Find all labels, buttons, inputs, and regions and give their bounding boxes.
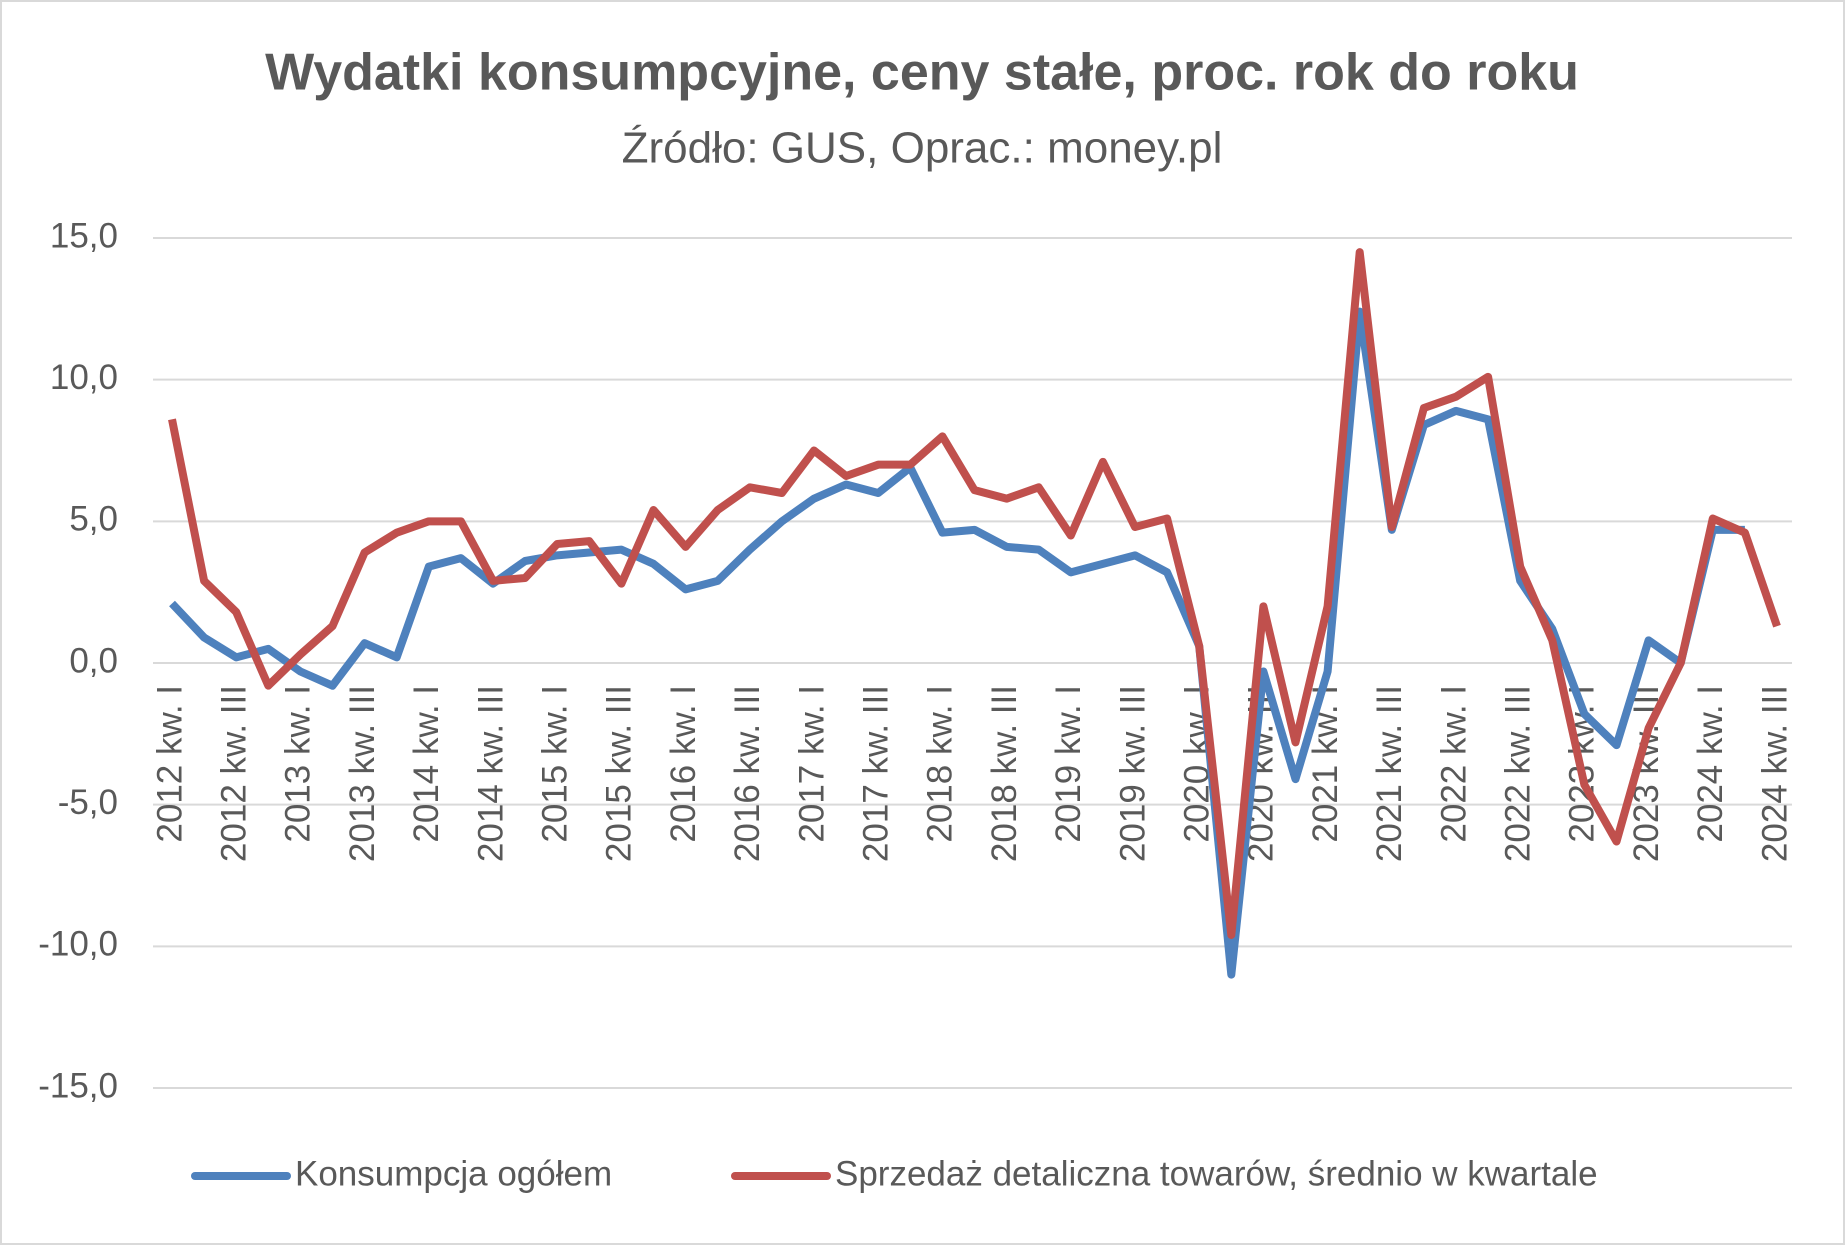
x-tick-label: 2014 kw. I: [407, 685, 446, 843]
x-tick-label: 2024 kw. I: [1691, 685, 1730, 843]
y-tick-label: -10,0: [38, 925, 118, 964]
x-tick-label: 2022 kw. III: [1498, 685, 1537, 862]
y-tick-label: 15,0: [50, 216, 118, 255]
x-tick-label: 2012 kw. III: [214, 685, 253, 862]
x-tick-label: 2019 kw. III: [1113, 685, 1152, 862]
legend-label: Konsumpcja ogółem: [295, 1154, 612, 1193]
x-tick-label: 2018 kw. III: [985, 685, 1024, 862]
y-tick-label: -15,0: [38, 1066, 118, 1105]
x-tick-label: 2024 kw. III: [1755, 685, 1794, 862]
x-tick-label: 2013 kw. I: [279, 685, 318, 843]
x-tick-label: 2022 kw. I: [1434, 685, 1473, 843]
x-tick-label: 2013 kw. III: [343, 685, 382, 862]
x-tick-label: 2017 kw. I: [792, 685, 831, 843]
x-tick-label: 2015 kw. I: [535, 685, 574, 843]
series-line: [169, 307, 1745, 979]
x-tick-label: 2012 kw. I: [150, 685, 189, 843]
x-tick-label: 2014 kw. III: [471, 685, 510, 862]
x-tick-label: 2016 kw. I: [664, 685, 703, 843]
chart-subtitle: Źródło: GUS, Oprac.: money.pl: [622, 124, 1223, 173]
legend-label: Sprzedaż detaliczna towarów, średnio w k…: [835, 1154, 1598, 1193]
y-tick-label: 0,0: [69, 641, 118, 680]
x-tick-label: 2021 kw. III: [1370, 685, 1409, 862]
y-tick-label: 5,0: [69, 500, 118, 539]
x-tick-label: 2017 kw. III: [856, 685, 895, 862]
series-line: [168, 248, 1781, 939]
y-tick-label: 10,0: [50, 358, 118, 397]
x-tick-label: 2021 kw. I: [1306, 685, 1345, 843]
x-tick-label: 2018 kw. I: [921, 685, 960, 843]
chart-title: Wydatki konsumpcyjne, ceny stałe, proc. …: [265, 44, 1579, 102]
x-tick-label: 2019 kw. I: [1049, 685, 1088, 843]
x-tick-label: 2015 kw. III: [600, 685, 639, 862]
y-tick-label: -5,0: [58, 783, 118, 822]
x-tick-label: 2016 kw. III: [728, 685, 767, 862]
